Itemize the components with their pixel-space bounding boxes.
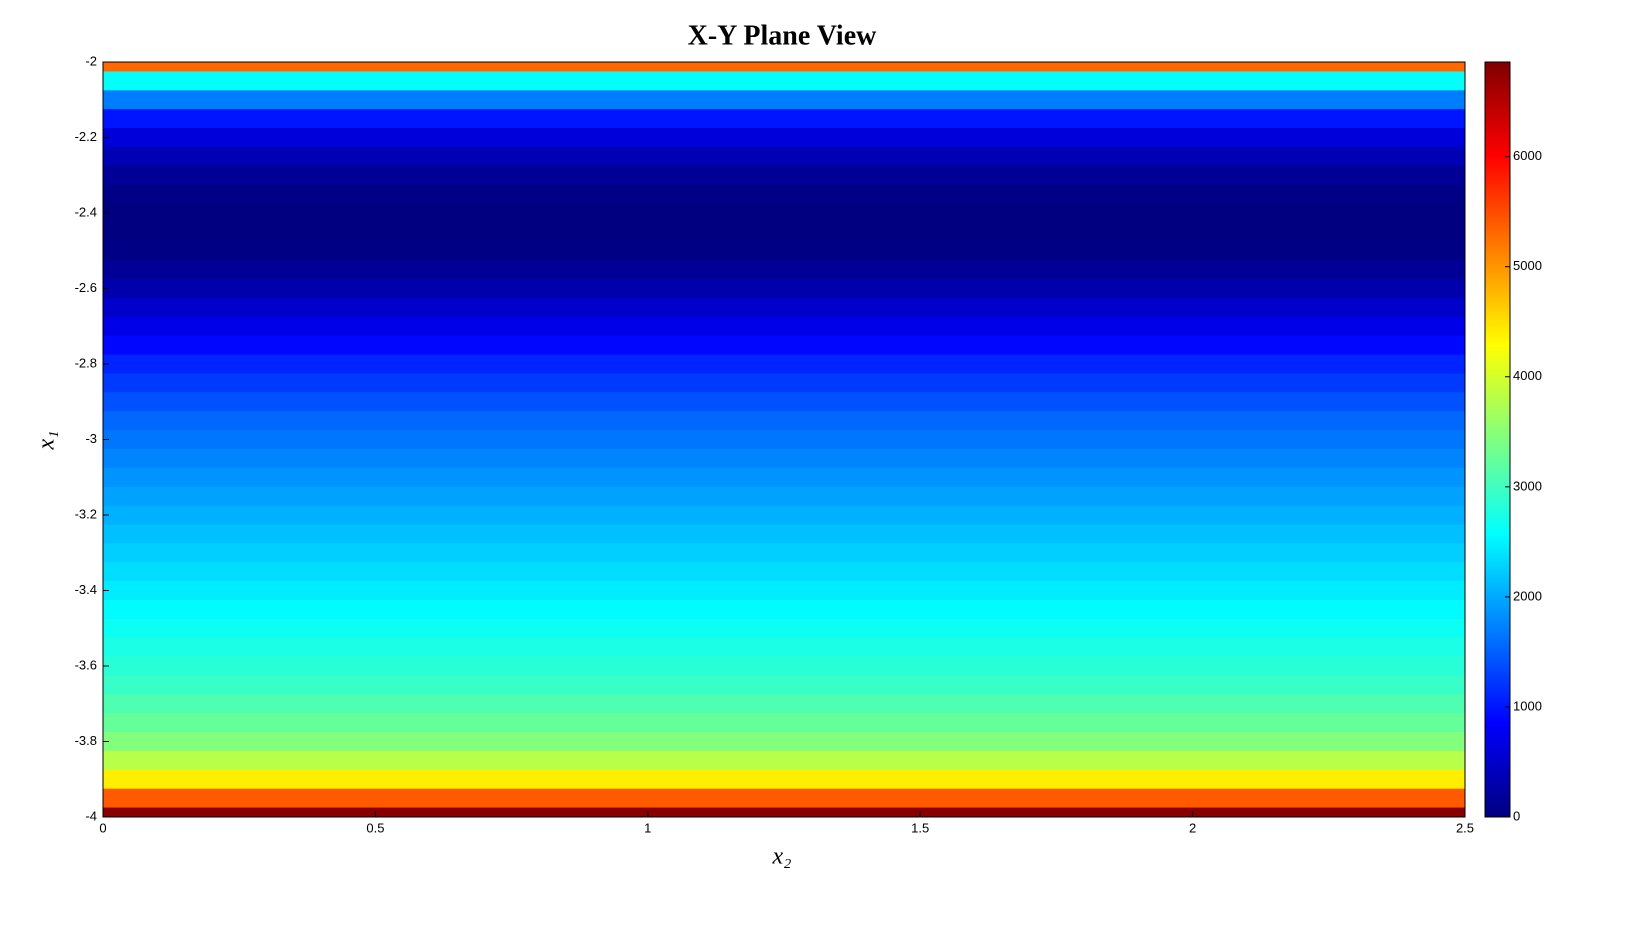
heat-cell [103, 373, 1465, 393]
y-tick-label: -3 [85, 431, 97, 446]
heat-cell [103, 448, 1465, 469]
y-tick-label: -2.6 [75, 280, 97, 295]
x-tick-label: 1.5 [911, 820, 929, 835]
x-axis-label: x₂ [772, 844, 792, 870]
heat-cell [103, 486, 1465, 507]
heat-cell [103, 90, 1465, 110]
heat-cell [103, 750, 1465, 771]
heat-cell [103, 656, 1465, 676]
x-tick-label: 0.5 [366, 820, 384, 835]
heat-cell [103, 807, 1465, 817]
heat-cell [103, 165, 1465, 186]
y-tick-label: -4 [85, 808, 97, 823]
colorbar [1484, 61, 1511, 818]
heat-cell [103, 128, 1465, 148]
heat-cell [103, 562, 1465, 582]
heat-cell [103, 279, 1465, 299]
heat-cell [103, 62, 1465, 72]
heat-cell [103, 241, 1465, 261]
heat-cell [103, 505, 1465, 525]
heat-cell [103, 430, 1465, 450]
heat-cell [103, 146, 1465, 167]
heat-cell [103, 732, 1465, 752]
heat-cell [103, 769, 1465, 790]
heat-cell [103, 599, 1465, 620]
y-tick-label: -2.4 [75, 204, 97, 219]
heat-cell [103, 543, 1465, 563]
heat-cell [103, 694, 1465, 714]
heat-cell [103, 184, 1465, 205]
x-tick-label: 2 [1189, 820, 1196, 835]
heat-cell [103, 788, 1465, 809]
y-tick-label: -3.4 [75, 582, 97, 597]
heat-cell [103, 354, 1465, 374]
heat-cell [103, 203, 1465, 223]
heat-cell [103, 392, 1465, 412]
chart-title: X-Y Plane View [688, 20, 877, 51]
heat-cell [103, 71, 1465, 91]
colorbar-tick-label: 2000 [1513, 588, 1542, 603]
y-axis-label: x₁ [34, 431, 60, 451]
colorbar-tick-label: 6000 [1513, 148, 1542, 163]
heat-cell [103, 316, 1465, 337]
heat-cell [103, 260, 1465, 280]
y-tick-label: -2 [85, 53, 97, 68]
y-tick-label: -3.2 [75, 506, 97, 521]
heat-cell [103, 581, 1465, 601]
colorbar-tick-label: 5000 [1513, 258, 1542, 273]
y-tick-label: -3.6 [75, 657, 97, 672]
colorbar-tick-label: 0 [1513, 808, 1520, 823]
heat-cell [103, 637, 1465, 658]
colorbar-tick-label: 1000 [1513, 698, 1542, 713]
x-tick-label: 1 [644, 820, 651, 835]
heat-cell [103, 335, 1465, 356]
heat-cell [103, 222, 1465, 242]
heat-cell [103, 524, 1465, 544]
x-tick-label: 0 [99, 820, 106, 835]
heat-cell [103, 411, 1465, 431]
heat-cell [103, 675, 1465, 695]
heat-cell [103, 618, 1465, 639]
y-tick-label: -2.8 [75, 355, 97, 370]
colorbar-tick-label: 4000 [1513, 368, 1542, 383]
heat-cell [103, 713, 1465, 733]
heat-cell [103, 109, 1465, 129]
y-tick-label: -3.8 [75, 733, 97, 748]
colorbar-tick-label: 3000 [1513, 478, 1542, 493]
y-tick-label: -2.2 [75, 129, 97, 144]
heat-cell [103, 467, 1465, 488]
heatmap [103, 62, 1465, 817]
heat-cell [103, 297, 1465, 318]
x-tick-label: 2.5 [1456, 820, 1474, 835]
